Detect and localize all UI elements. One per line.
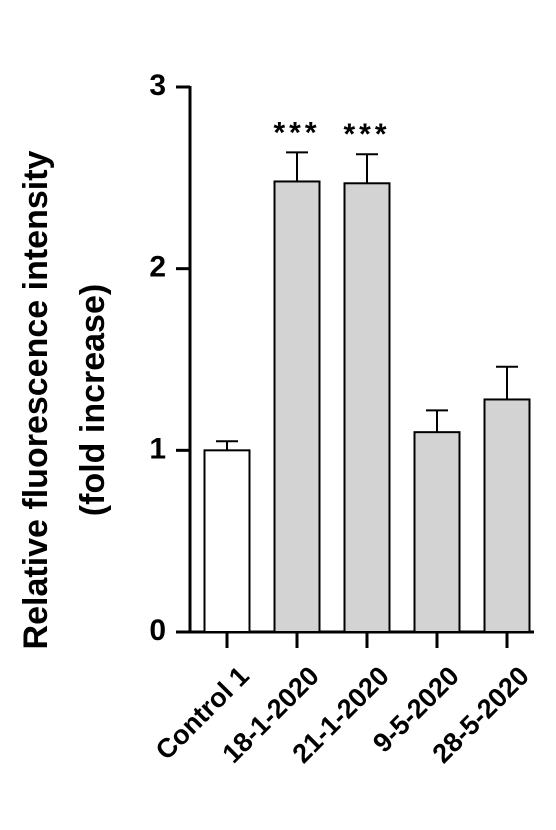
bar [413, 431, 461, 633]
y-tick-label: 0 [149, 614, 166, 647]
bar [483, 398, 531, 634]
bar [273, 180, 321, 633]
bar [203, 449, 251, 634]
y-axis-label: (fold increase) [74, 284, 112, 516]
y-tick-label: 1 [149, 432, 166, 465]
y-tick-label: 3 [149, 69, 166, 102]
bar [343, 182, 391, 634]
y-axis-label: Relative fluorescence intensity [17, 150, 55, 649]
significance-label: *** [273, 116, 320, 149]
significance-label: *** [343, 118, 390, 151]
y-tick-label: 2 [149, 251, 166, 284]
